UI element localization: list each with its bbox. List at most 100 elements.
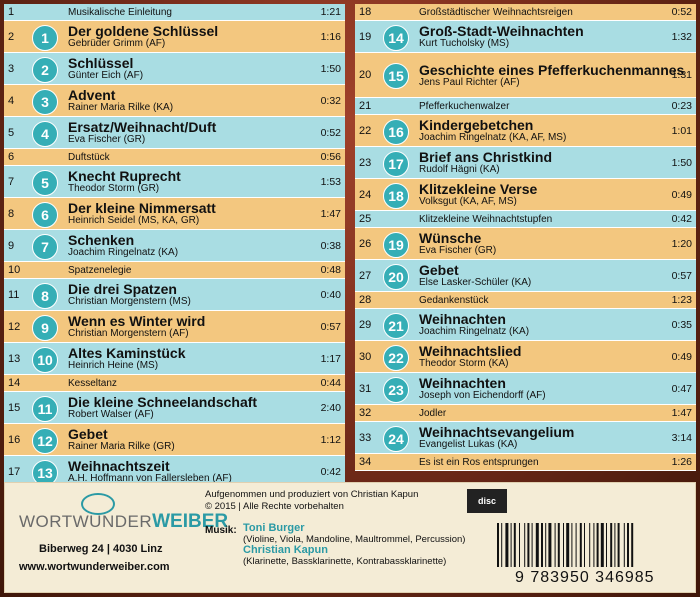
barcode-bar [614, 523, 616, 567]
track-text: Schenken Joachim Ringelnatz (KA) [68, 230, 301, 261]
barcode-bar [617, 523, 620, 567]
track-duration: 0:32 [320, 94, 341, 107]
track-text: Wünsche Eva Fischer (GR) [419, 228, 652, 259]
logo-wort-text: WORTWUNDER [19, 512, 153, 531]
credits-panel: WORTWUNDERWEIBER Biberweg 24 | 4030 Linz… [4, 482, 696, 593]
poem-title: Weihnachten [419, 311, 506, 327]
track-duration: 0:23 [671, 100, 692, 112]
tracklist-left-column: 1 Musikalische Einleitung 1:21 2 1 Der golden… [4, 4, 345, 488]
track-duration: 0:48 [320, 264, 341, 276]
poem-number-badge: 22 [383, 344, 409, 371]
track-number: 29 [359, 318, 372, 331]
track-duration: 1:16 [320, 30, 341, 43]
track-row: 11 8 Die drei Spatzen Christian Morgenstern… [4, 279, 345, 311]
track-number: 16 [8, 433, 21, 446]
track-number: 7 [8, 175, 15, 188]
track-duration: 0:57 [320, 320, 341, 333]
track-row: 2 1 Der goldene Schlüssel Gebrüder Grimm (A… [4, 21, 345, 53]
track-text: Musikalische Einleitung [68, 4, 301, 20]
poem-number-badge: 17 [383, 150, 409, 177]
track-text: Groß-Stadt-Weihnachten Kurt Tucholsky (MS… [419, 21, 652, 52]
track-text: Ersatz/Weihnacht/Duft Eva Fischer (GR) [68, 117, 301, 148]
track-number: 21 [359, 100, 372, 112]
poem-number-badge: 19 [383, 231, 409, 258]
poem-author: Kurt Tucholsky (MS) [419, 38, 510, 49]
track-text: Es ist ein Ros entsprungen [419, 454, 652, 470]
poem-number-badge: 13 [32, 459, 58, 486]
track-text: Weihnachtslied Theodor Storm (KA) [419, 341, 652, 372]
track-number: 9 [8, 239, 15, 252]
track-row: 18 Großstädtischer Weihnachtsreigen 0:52 [355, 4, 696, 21]
track-number: 28 [359, 294, 372, 306]
track-duration: 0:49 [671, 188, 692, 201]
poem-title: Der kleine Nimmersatt [68, 200, 216, 216]
production-line: Aufgenommen und produziert von Christian… [205, 489, 419, 500]
barcode-bar [541, 523, 543, 567]
musician-name: Toni Burger [243, 522, 305, 534]
track-number: 33 [359, 431, 372, 444]
barcode-bar [631, 523, 634, 567]
barcode-bar [501, 523, 503, 567]
poem-author: Joachim Ringelnatz (KA) [419, 326, 530, 337]
track-duration: 1:17 [320, 352, 341, 365]
track-duration: 1:21 [320, 6, 341, 18]
poem-title: Altes Kaminstück [68, 345, 186, 361]
publisher-address: Biberweg 24 | 4030 Linz [39, 543, 163, 555]
poem-author: Joachim Ringelnatz (KA) [68, 247, 179, 258]
track-row: 20 15 Geschichte eines Pfefferkuchenmannes… [355, 53, 696, 98]
track-text: Jodler [419, 405, 652, 421]
poem-author: Theodor Storm (GR) [68, 183, 160, 194]
poem-author: Jens Paul Richter (AF) [419, 76, 520, 88]
poem-author: Christian Morgenstern (MS) [68, 296, 191, 307]
track-row: 1 Musikalische Einleitung 1:21 [4, 4, 345, 21]
poem-number-badge: 18 [383, 182, 409, 209]
barcode-bar [535, 523, 539, 567]
poem-author: Günter Eich (AF) [68, 70, 144, 81]
poem-author: Robert Walser (AF) [68, 409, 154, 420]
track-row: 5 4 Ersatz/Weihnacht/Duft Eva Fischer (GR) 0… [4, 117, 345, 149]
poem-author: Evangelist Lukas (KA) [419, 439, 518, 450]
interlude-title: Großstädtischer Weihnachtsreigen [419, 6, 573, 18]
poem-author: Theodor Storm (KA) [419, 358, 509, 369]
poem-title: Gebet [68, 426, 108, 442]
poem-number-badge: 20 [383, 263, 409, 290]
poem-title: Weihnachten [419, 375, 506, 391]
track-text: Kindergebetchen Joachim Ringelnatz (KA, A… [419, 115, 652, 146]
logo-weiber-text: WEIBER [152, 511, 229, 532]
track-row: 25 Klitzekleine Weihnachtstupfen 0:42 [355, 211, 696, 228]
barcode [497, 523, 634, 567]
interlude-title: Gedankenstück [419, 294, 489, 306]
track-row: 23 17 Brief ans Christkind Rudolf Hägni (KA… [355, 147, 696, 179]
poem-number-badge: 14 [383, 24, 409, 51]
track-duration: 0:47 [671, 382, 692, 395]
interlude-title: Duftstück [68, 151, 110, 163]
track-row: 24 18 Klitzekleine Verse Volksgut (KA, AF, … [355, 179, 696, 211]
poem-title: Die drei Spatzen [68, 281, 177, 297]
track-text: Pfefferkuchenwalzer [419, 98, 652, 114]
track-duration: 0:57 [671, 269, 692, 282]
track-number: 13 [8, 352, 21, 365]
barcode-bar [545, 523, 547, 567]
track-text: Der goldene Schlüssel Gebrüder Grimm (AF) [68, 21, 301, 52]
track-duration: 0:52 [671, 6, 692, 18]
barcode-bar [510, 523, 512, 567]
poem-title: Die kleine Schneelandschaft [68, 394, 258, 410]
poem-title: Gebet [419, 262, 459, 278]
track-text: Gebet Else Lasker-Schüler (KA) [419, 260, 652, 291]
track-duration: 1:47 [671, 407, 692, 419]
track-number: 25 [359, 213, 372, 225]
poem-author: Eva Fischer (GR) [68, 134, 146, 145]
poem-author: Rainer Maria Rilke (KA) [68, 102, 174, 113]
track-row: 27 20 Gebet Else Lasker-Schüler (KA) 0:57 [355, 260, 696, 292]
compact-disc-logo: disc [467, 489, 507, 513]
poem-author: Joseph von Eichendorff (AF) [419, 390, 546, 401]
poem-number-badge: 15 [383, 63, 409, 89]
poem-author: Gebrüder Grimm (AF) [68, 38, 166, 49]
track-text: Die drei Spatzen Christian Morgenstern (M… [68, 279, 301, 310]
music-label: Musik: [205, 525, 237, 536]
track-duration: 1:53 [320, 175, 341, 188]
poem-author: A.H. Hoffmann von Fallersleben (AF) [68, 473, 232, 484]
track-duration: 0:38 [320, 239, 341, 252]
barcode-bar [593, 523, 595, 567]
barcode-bar [627, 523, 629, 567]
